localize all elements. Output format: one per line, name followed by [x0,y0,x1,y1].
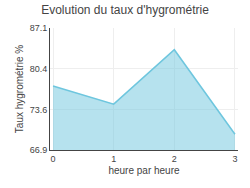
svg-text:0: 0 [51,154,56,164]
svg-text:3: 3 [232,154,237,164]
svg-text:73.6: 73.6 [30,105,48,115]
svg-text:Evolution du taux d'hygrométri: Evolution du taux d'hygrométrie [41,3,209,17]
svg-text:80.4: 80.4 [30,64,48,74]
svg-text:66.9: 66.9 [30,145,48,155]
svg-text:2: 2 [172,154,177,164]
svg-text:Taux hygrométrie %: Taux hygrométrie % [14,45,25,133]
svg-text:heure par heure: heure par heure [108,165,180,176]
svg-text:1: 1 [111,154,116,164]
svg-text:87.1: 87.1 [30,23,48,33]
